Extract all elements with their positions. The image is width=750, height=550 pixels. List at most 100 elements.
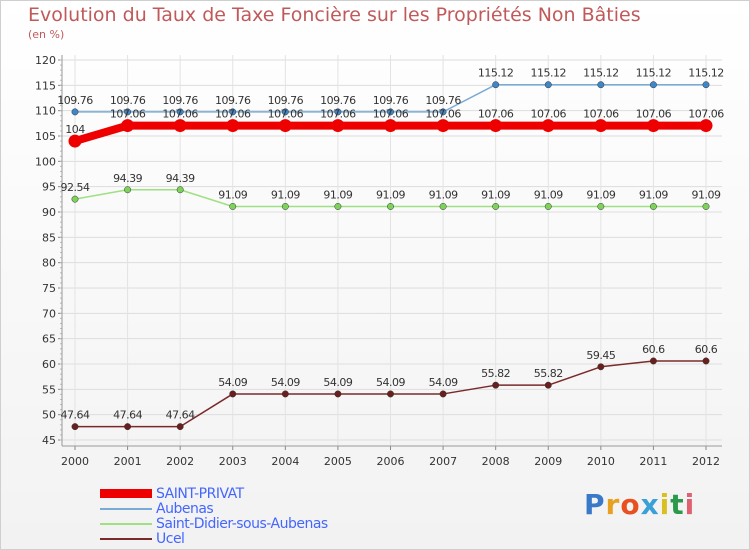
- data-point[interactable]: [229, 203, 237, 210]
- data-label: 109.76: [162, 94, 198, 107]
- data-label: 47.64: [166, 409, 195, 422]
- data-label: 107.06: [688, 108, 724, 121]
- data-point[interactable]: [281, 108, 289, 116]
- data-point[interactable]: [384, 119, 397, 133]
- y-tick-label: 55: [42, 383, 56, 396]
- data-point[interactable]: [124, 186, 132, 194]
- data-point[interactable]: [439, 203, 447, 210]
- data-point[interactable]: [649, 357, 657, 365]
- x-tick-label: 2002: [166, 455, 194, 468]
- data-point[interactable]: [541, 119, 555, 133]
- logo-letter: i: [659, 488, 671, 521]
- data-label: 109.76: [320, 94, 356, 107]
- legend-entry: Saint-Didier-sous-Aubenas: [100, 515, 328, 532]
- data-label: 47.64: [113, 409, 142, 422]
- data-point[interactable]: [544, 381, 552, 389]
- data-point[interactable]: [226, 119, 240, 133]
- data-point[interactable]: [334, 108, 342, 116]
- data-point[interactable]: [649, 203, 657, 210]
- data-point[interactable]: [489, 119, 503, 133]
- x-tick-label: 2007: [429, 455, 457, 468]
- data-point[interactable]: [597, 81, 605, 89]
- data-point[interactable]: [124, 423, 132, 431]
- data-label: 107.06: [478, 108, 514, 121]
- legend-label: Saint-Didier-sous-Aubenas: [156, 515, 328, 532]
- data-point[interactable]: [229, 108, 237, 116]
- legend-entry: SAINT-PRIVAT: [100, 486, 328, 502]
- x-tick-label: 2003: [219, 455, 247, 468]
- data-point[interactable]: [702, 357, 710, 365]
- data-label: 54.09: [376, 376, 405, 389]
- legend-swatch: [100, 507, 152, 510]
- data-point[interactable]: [597, 363, 605, 371]
- x-tick-label: 2008: [482, 455, 510, 468]
- data-point[interactable]: [699, 119, 713, 133]
- data-point[interactable]: [439, 390, 447, 398]
- data-point[interactable]: [124, 108, 132, 116]
- x-tick-label: 2000: [61, 455, 89, 468]
- data-label: 91.09: [481, 188, 510, 201]
- data-point[interactable]: [594, 119, 608, 133]
- x-tick-label: 2009: [534, 455, 562, 468]
- y-tick-label: 95: [42, 181, 56, 194]
- data-label: 55.82: [534, 367, 563, 380]
- y-tick-label: 70: [42, 307, 56, 320]
- data-point[interactable]: [387, 203, 394, 210]
- y-tick-label: 120: [35, 54, 56, 67]
- data-point[interactable]: [176, 108, 184, 116]
- data-point[interactable]: [702, 203, 710, 210]
- data-label: 109.76: [425, 94, 461, 107]
- data-point[interactable]: [71, 195, 79, 203]
- legend-swatch: [100, 522, 152, 525]
- y-tick-label: 105: [35, 130, 56, 143]
- y-tick-label: 80: [42, 257, 56, 270]
- data-point[interactable]: [387, 390, 394, 398]
- data-label: 54.09: [271, 376, 300, 389]
- y-tick-label: 65: [42, 333, 56, 346]
- data-point[interactable]: [68, 134, 82, 148]
- data-label: 107.06: [636, 108, 672, 121]
- data-label: 59.45: [586, 349, 615, 362]
- data-point[interactable]: [173, 119, 187, 133]
- data-point[interactable]: [646, 119, 660, 133]
- data-label: 107.06: [215, 108, 251, 121]
- data-point[interactable]: [281, 390, 289, 398]
- data-label: 115.12: [636, 67, 672, 80]
- data-point[interactable]: [436, 119, 450, 133]
- data-label: 115.12: [688, 67, 724, 80]
- data-label: 107.06: [583, 108, 619, 121]
- data-point[interactable]: [229, 390, 237, 398]
- data-point[interactable]: [334, 390, 342, 398]
- data-point[interactable]: [331, 119, 345, 133]
- data-point[interactable]: [492, 203, 500, 210]
- data-point[interactable]: [544, 81, 552, 89]
- data-label: 107.06: [110, 108, 146, 121]
- data-point[interactable]: [278, 119, 292, 133]
- data-point[interactable]: [439, 108, 447, 116]
- data-point[interactable]: [176, 186, 184, 194]
- data-label: 109.76: [215, 94, 251, 107]
- data-point[interactable]: [649, 81, 657, 89]
- y-tick-label: 115: [35, 79, 56, 92]
- data-point[interactable]: [702, 81, 710, 89]
- data-point[interactable]: [121, 119, 135, 133]
- logo-letter: t: [670, 488, 685, 521]
- data-point[interactable]: [334, 203, 342, 210]
- data-point[interactable]: [597, 203, 605, 210]
- data-point[interactable]: [387, 108, 394, 116]
- data-label: 91.09: [429, 188, 458, 201]
- legend-entry: Ucel: [100, 531, 328, 547]
- x-tick-label: 2005: [324, 455, 352, 468]
- data-point[interactable]: [176, 423, 184, 431]
- data-point[interactable]: [281, 203, 289, 210]
- data-label: 109.76: [268, 94, 304, 107]
- data-point[interactable]: [71, 423, 79, 431]
- data-label: 54.09: [323, 376, 352, 389]
- y-tick-label: 110: [35, 105, 56, 118]
- data-point[interactable]: [492, 81, 500, 89]
- data-point[interactable]: [492, 381, 500, 389]
- data-point[interactable]: [71, 108, 79, 116]
- data-point[interactable]: [544, 203, 552, 210]
- data-label: 55.82: [481, 367, 510, 380]
